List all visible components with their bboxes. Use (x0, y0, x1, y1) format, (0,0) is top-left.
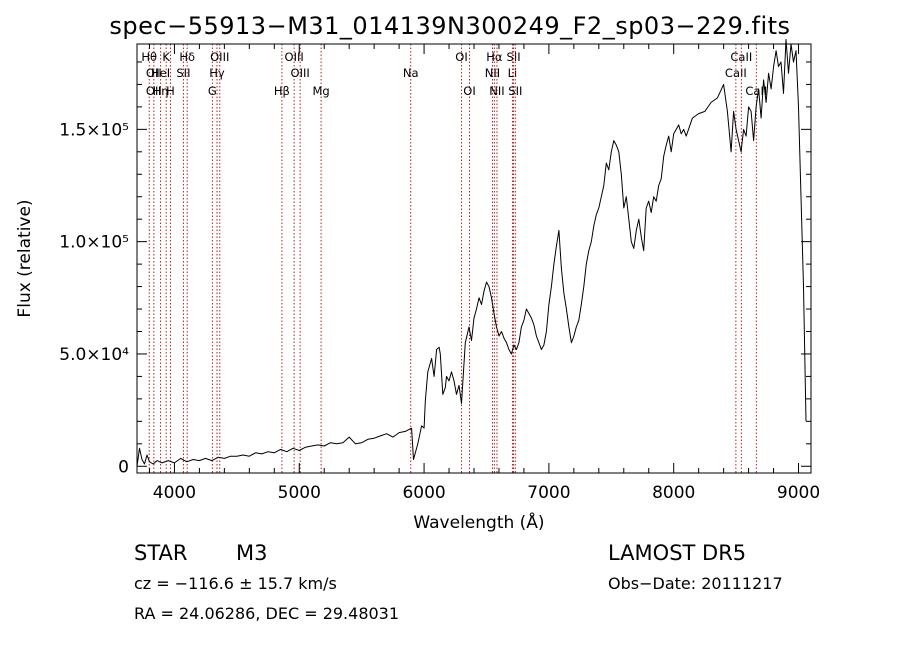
spectral-line-label: Mg (312, 84, 329, 98)
spectral-line-label: SII (176, 66, 190, 80)
spectral-line-label: OIII (291, 66, 310, 80)
spectral-line-label: NII (485, 66, 500, 80)
spectral-line-label: NII (489, 84, 504, 98)
y-tick-label: 1.5×10⁵ (59, 120, 129, 140)
spectral-line-label: CaII (725, 66, 747, 80)
spectral-line-label: Hα (486, 50, 503, 64)
x-tick-label: 8000 (652, 483, 695, 503)
spectral-line-label: Hβ (274, 84, 290, 98)
spectral-line-label: K (162, 50, 170, 64)
y-tick-label: 5.0×10⁴ (59, 345, 129, 365)
y-axis-label: Flux (relative) (15, 199, 35, 317)
y-tick-label: 1.0×10⁵ (59, 233, 129, 253)
x-tick-label: 7000 (527, 483, 570, 503)
redshift-velocity: cz = −116.6 ± 15.7 km/s (134, 574, 337, 593)
object-subclass: M3 (236, 541, 268, 565)
spectral-line-label: G (208, 84, 217, 98)
x-tick-label: 6000 (402, 483, 445, 503)
plot-frame (136, 43, 812, 474)
spectral-line-label: OIII (285, 50, 304, 64)
x-tick-label: 5000 (278, 483, 321, 503)
coordinates: RA = 24.06286, DEC = 29.48031 (134, 604, 400, 623)
x-tick-label: 9000 (777, 483, 820, 503)
survey-label: LAMOST DR5 (608, 541, 747, 565)
y-tick-label: 0 (118, 457, 129, 477)
spectral-line-label: CaII (745, 84, 767, 98)
spectral-line-label: Hδ (179, 50, 195, 64)
spectral-line-label: SII (508, 84, 522, 98)
spectral-line-label: H (166, 84, 175, 98)
spectral-line-label: OI (455, 50, 467, 64)
spectral-line-label: Hγ (209, 66, 225, 80)
spectral-line-label: OII (146, 84, 162, 98)
chart-title: spec−55913−M31_014139N300249_F2_sp03−229… (109, 12, 791, 40)
spectral-line-label: Li (508, 66, 518, 80)
x-axis-label: Wavelength (Å) (413, 511, 544, 533)
spectral-line-label: CaII (730, 50, 752, 64)
spectral-line-label: OI (463, 84, 475, 98)
spectral-line-label: SII (507, 50, 521, 64)
spectral-line-label: Hθ (141, 50, 157, 64)
spectral-line-label: Hη (153, 84, 169, 98)
x-tick-label: 4000 (153, 483, 196, 503)
spectral-line-label: Na (403, 66, 419, 80)
spectral-line-label: HeI (151, 66, 170, 80)
spectrum-line (136, 39, 807, 467)
observation-date: Obs−Date: 20111217 (608, 574, 783, 593)
object-class: STAR (134, 541, 188, 565)
spectral-line-label: OII (146, 66, 162, 80)
spectral-line-label: OIII (210, 50, 229, 64)
